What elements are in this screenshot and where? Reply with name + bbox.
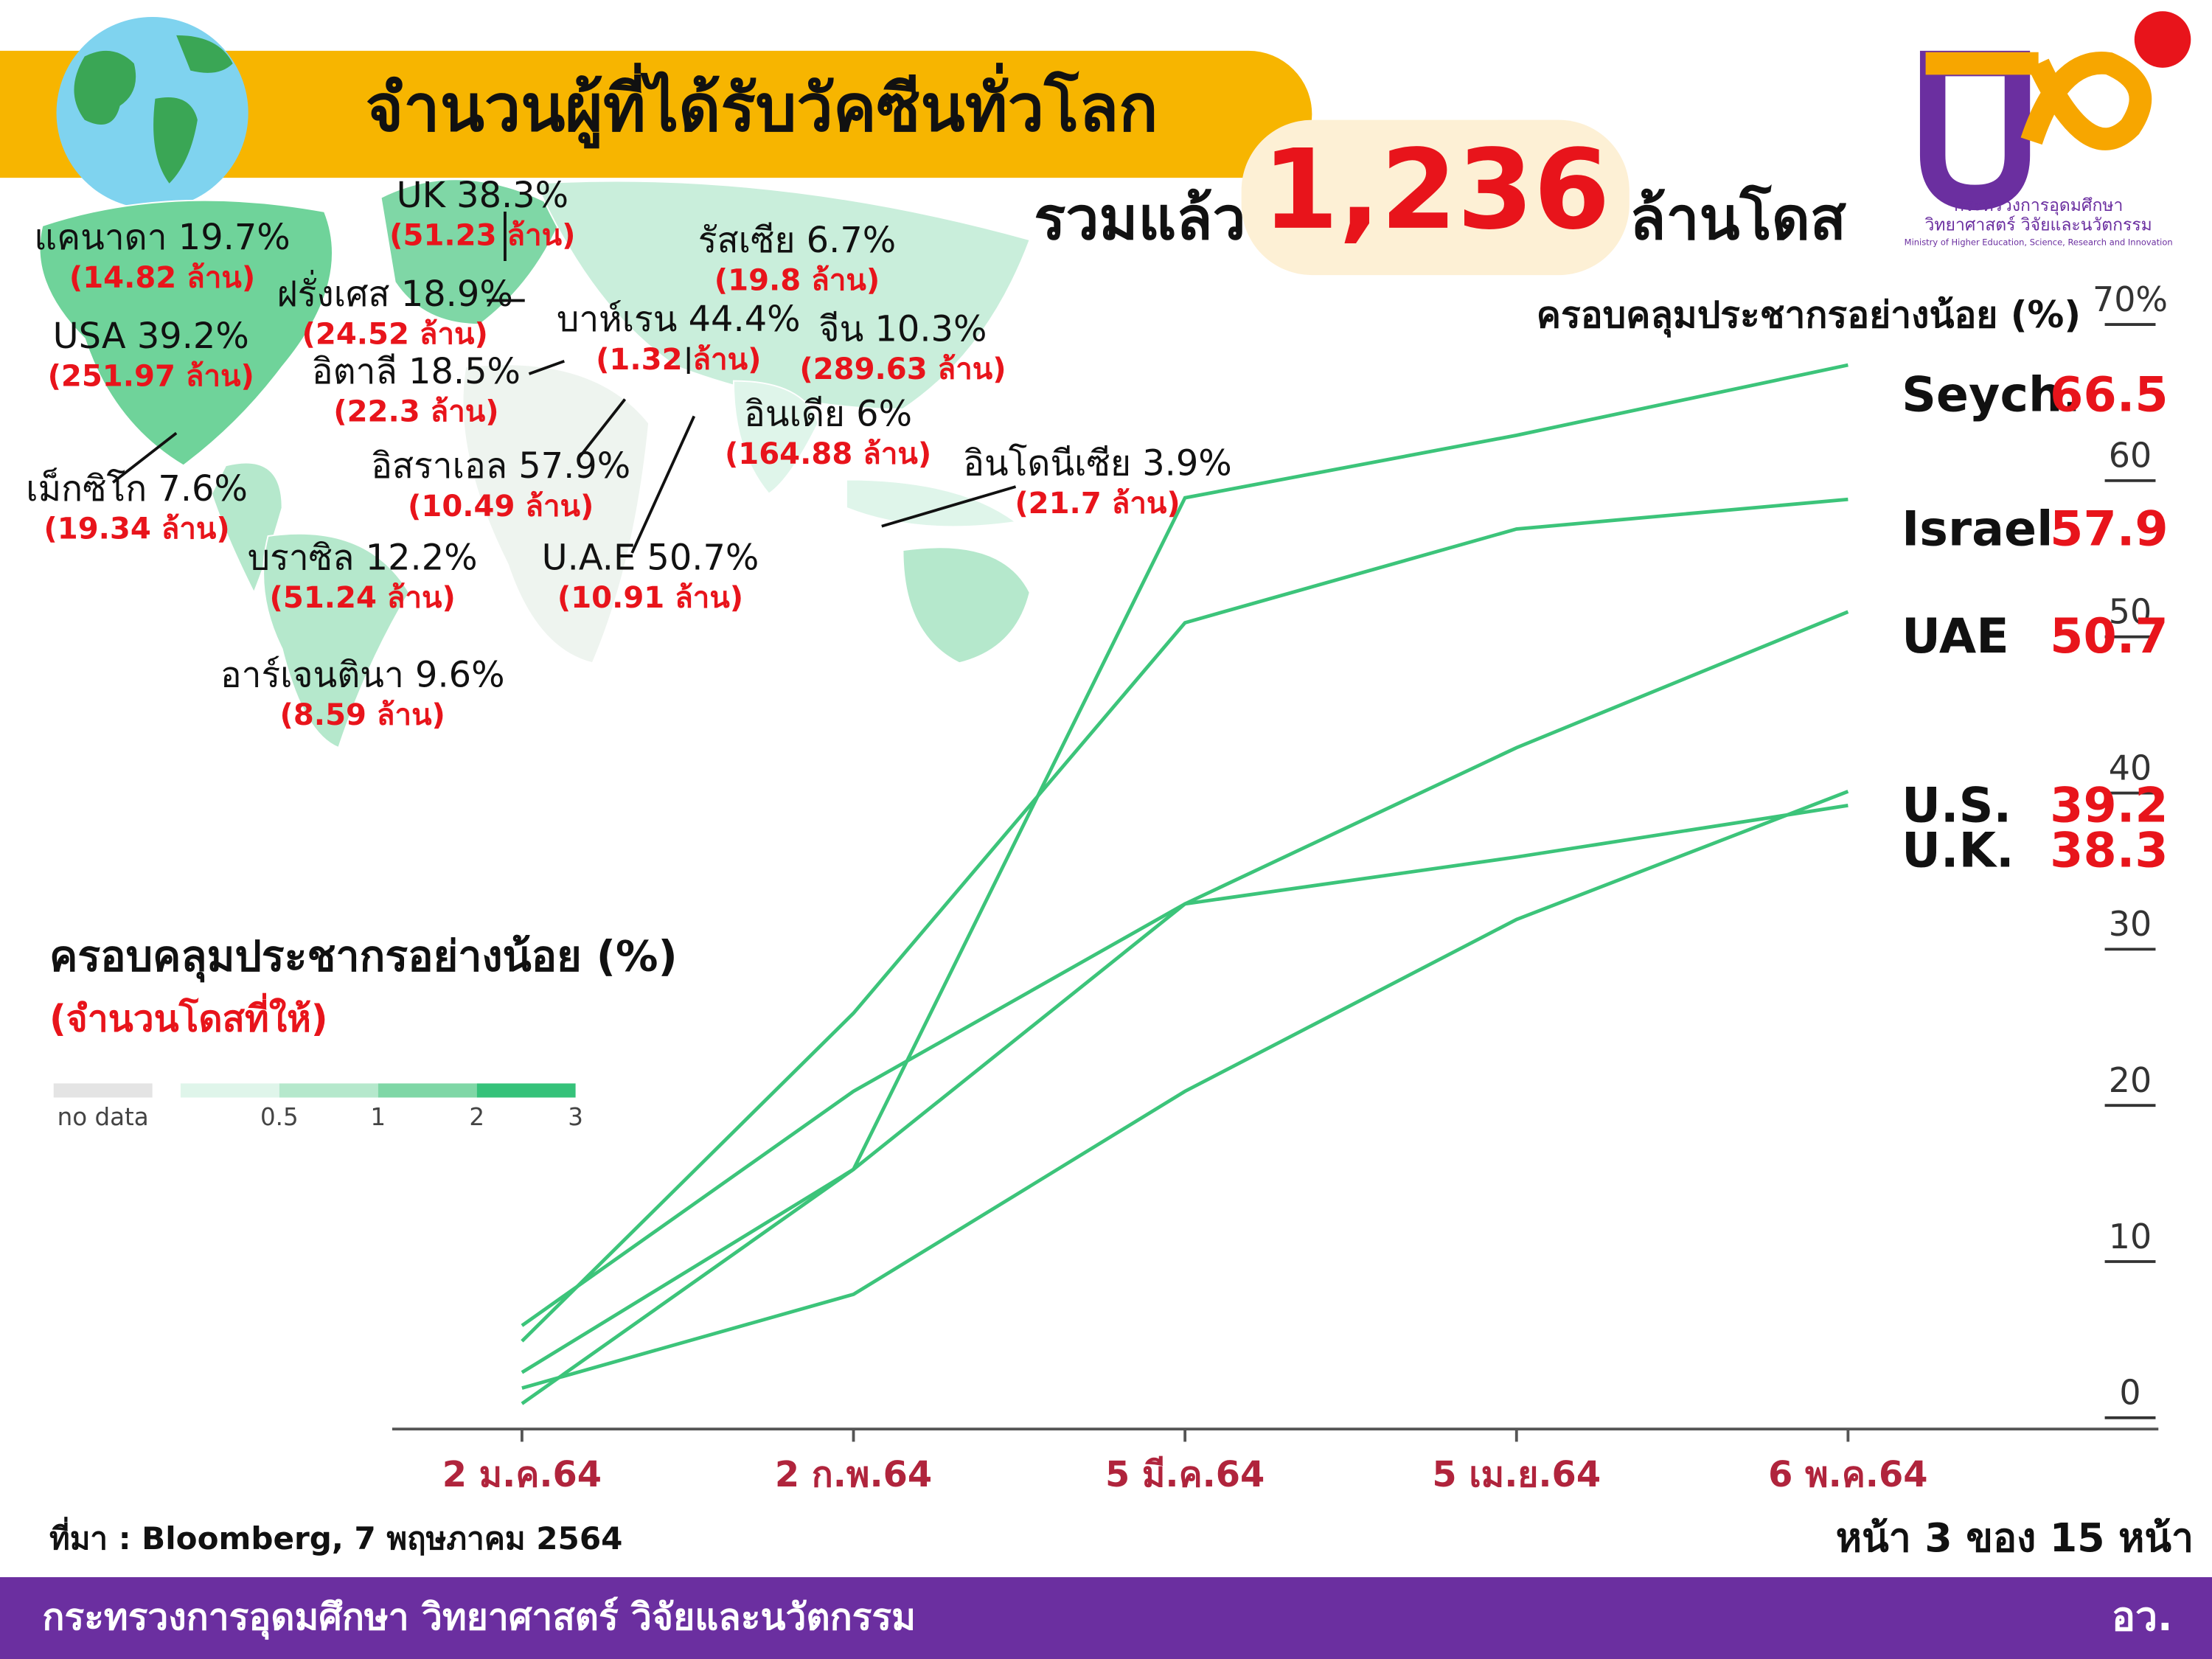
series-name: Israel bbox=[1902, 501, 2053, 557]
logo-mark bbox=[1925, 52, 2152, 150]
country-label: USA 39.2% bbox=[53, 316, 249, 357]
series-name: U.K. bbox=[1902, 824, 2014, 879]
x-tick-label: 5 มี.ค.64 bbox=[1105, 1455, 1265, 1495]
series-end-value: 50.7 bbox=[2050, 609, 2168, 664]
country-doses: (10.49 ล้าน) bbox=[408, 490, 594, 524]
series-line bbox=[521, 497, 1848, 1343]
chart: 0 10 20 30 40 50 60 70% 2 ม.ค.64 2 ก.พ.64 5 มี.ค.6… bbox=[442, 279, 2168, 1495]
legend-swatch bbox=[378, 1083, 477, 1098]
y-axis-label: ครอบคลุมประชากรอย่างน้อย (%) bbox=[1537, 293, 2081, 338]
title: จำนวนผู้ที่ได้รับวัคซีนทั่วโลก bbox=[366, 63, 1158, 149]
country-doses: (14.82 ล้าน) bbox=[69, 261, 255, 295]
y-tick-label: 0 bbox=[2119, 1373, 2140, 1413]
source: ที่มา : Bloomberg, 7 พฤษภาคม 2564 bbox=[49, 1517, 622, 1557]
country-label: อิตาลี 18.5% bbox=[312, 352, 521, 392]
country-label: U.A.E 50.7% bbox=[542, 538, 759, 579]
series-name: U.S. bbox=[1902, 778, 2011, 833]
total-bubble bbox=[1241, 119, 1630, 276]
country-doses: (289.63 ล้าน) bbox=[799, 352, 1006, 386]
footer-short: อว. bbox=[2112, 1593, 2173, 1640]
series-line bbox=[521, 363, 1848, 1405]
world-map bbox=[38, 178, 1031, 749]
country-doses: (24.52 ล้าน) bbox=[302, 317, 488, 351]
total-suffix: ล้านโดส bbox=[1630, 184, 1846, 253]
series-end-value: 57.9 bbox=[2050, 501, 2168, 557]
x-tick-label: 6 พ.ค.64 bbox=[1768, 1455, 1927, 1495]
country-label: UK 38.3% bbox=[397, 175, 569, 216]
footer-org: กระทรวงการอุดมศึกษา วิทยาศาสตร์ วิจัยและ… bbox=[42, 1596, 916, 1640]
series-line bbox=[521, 790, 1849, 1390]
country-label: จีน 10.3% bbox=[819, 310, 987, 350]
map-arrows bbox=[111, 211, 1017, 554]
y-tick-label: 40 bbox=[2109, 748, 2152, 787]
series-name: Seych. bbox=[1902, 368, 2081, 423]
country-label: บาห์เรน 44.4% bbox=[557, 299, 801, 340]
legend-label: 2 bbox=[469, 1103, 484, 1131]
legend-swatch bbox=[53, 1083, 153, 1098]
country-doses: (51.24 ล้าน) bbox=[270, 581, 456, 615]
country-doses: (8.59 ล้าน) bbox=[280, 698, 445, 732]
country-label: อินเดีย 6% bbox=[744, 394, 912, 434]
legend-subtitle: (จำนวนโดสที่ให้) bbox=[49, 993, 328, 1040]
legend-label: 0.5 bbox=[260, 1103, 299, 1131]
series-line bbox=[521, 804, 1848, 1374]
legend-label: 3 bbox=[568, 1103, 583, 1131]
legend-swatch bbox=[476, 1083, 576, 1098]
country-doses: (251.97 ล้าน) bbox=[48, 360, 254, 394]
country-label: แคนาดา 19.7% bbox=[34, 218, 290, 258]
country-label: ฝรั่งเศส 18.9% bbox=[277, 270, 513, 315]
x-tick-label: 2 ก.พ.64 bbox=[775, 1455, 932, 1495]
y-tick-label: 10 bbox=[2109, 1217, 2152, 1256]
country-doses: (51.23 ล้าน) bbox=[389, 218, 575, 252]
x-tick-label: 2 ม.ค.64 bbox=[442, 1455, 602, 1495]
country-label: อิสราเอล 57.9% bbox=[371, 446, 630, 487]
total-value: 1,236 bbox=[1262, 126, 1610, 254]
country-doses: (19.8 ล้าน) bbox=[714, 264, 880, 298]
total-prefix: รวมแล้ว bbox=[1034, 184, 1245, 253]
title-banner bbox=[0, 50, 1312, 178]
series-end-value: 66.5 bbox=[2050, 368, 2168, 423]
country-doses: (164.88 ล้าน) bbox=[725, 437, 931, 471]
page-number: หน้า 3 ของ 15 หน้า bbox=[1836, 1514, 2194, 1561]
legend-swatch bbox=[180, 1083, 279, 1098]
legend-label: no data bbox=[58, 1103, 149, 1131]
x-tick-label: 5 เม.ย.64 bbox=[1432, 1455, 1601, 1495]
legend-label: 1 bbox=[370, 1103, 386, 1131]
country-label: อาร์เจนตินา 9.6% bbox=[220, 655, 505, 695]
globe-land bbox=[74, 35, 233, 184]
series-end-value: 39.2 bbox=[2050, 778, 2168, 833]
logo-badge bbox=[2134, 11, 2191, 68]
series-name: UAE bbox=[1902, 609, 2009, 664]
logo-text: กระทรวงการอุดมศึกษา bbox=[1954, 196, 2123, 215]
series-line bbox=[521, 610, 1849, 1327]
country-doses: (10.91 ล้าน) bbox=[557, 581, 743, 615]
y-tick-label: 70% bbox=[2093, 279, 2168, 319]
logo-mark bbox=[1919, 50, 2031, 211]
country-label: รัสเซีย 6.7% bbox=[698, 220, 896, 261]
y-tick-label: 30 bbox=[2109, 904, 2152, 944]
country-label: บราซิล 12.2% bbox=[248, 538, 478, 579]
country-doses: (22.3 ล้าน) bbox=[333, 395, 498, 429]
y-tick-label: 50 bbox=[2109, 592, 2152, 632]
map-legend: no data 0.5 1 2 3 bbox=[53, 1083, 583, 1131]
y-tick-label: 60 bbox=[2109, 436, 2152, 476]
footer-bar bbox=[0, 1577, 2212, 1659]
legend-swatch bbox=[279, 1083, 378, 1098]
country-label: อินโดนีเซีย 3.9% bbox=[963, 442, 1231, 484]
country-label: เม็กซิโก 7.6% bbox=[26, 467, 248, 509]
y-tick-label: 20 bbox=[2109, 1060, 2152, 1100]
country-doses: (21.7 ล้าน) bbox=[1015, 487, 1180, 521]
logo-text: วิทยาศาสตร์ วิจัยและนวัตกรรม bbox=[1924, 215, 2152, 235]
logo-text: Ministry of Higher Education, Science, R… bbox=[1905, 237, 2173, 248]
series-end-value: 38.3 bbox=[2050, 824, 2168, 879]
country-doses: (1.32 ล้าน) bbox=[596, 343, 761, 377]
country-doses: (19.34 ล้าน) bbox=[44, 512, 229, 546]
legend-title: ครอบคลุมประชากรอย่างน้อย (%) bbox=[49, 932, 678, 984]
